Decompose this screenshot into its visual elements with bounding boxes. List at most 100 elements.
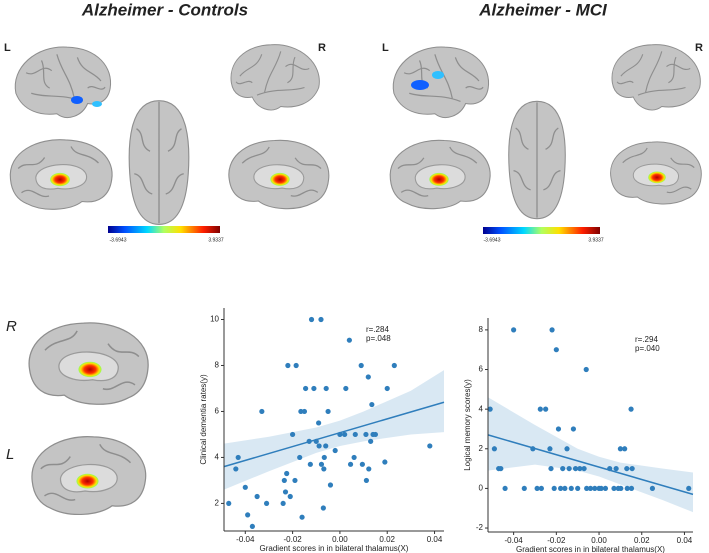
data-point xyxy=(649,485,656,492)
data-point xyxy=(369,401,375,408)
colorbar-max: 3.9337 xyxy=(208,237,224,243)
data-point xyxy=(293,362,299,369)
data-point xyxy=(491,446,498,452)
data-point xyxy=(235,454,241,461)
y-tick-label: 2 xyxy=(479,444,484,453)
data-point xyxy=(560,465,566,472)
data-point xyxy=(323,385,329,392)
annotation: r=.284 xyxy=(366,325,389,334)
data-point xyxy=(245,512,251,518)
x-tick-label: 0.00 xyxy=(332,535,348,544)
data-point xyxy=(618,485,624,492)
data-point xyxy=(581,465,587,472)
data-point xyxy=(303,385,309,392)
colorbar xyxy=(108,226,220,233)
plot-area xyxy=(224,308,444,531)
top-right-panel: Alzheimer - MCI L R -3.6943 3.9337 xyxy=(382,0,703,243)
x-tick-label: 0.02 xyxy=(379,535,395,544)
data-point xyxy=(538,485,544,492)
data-point xyxy=(498,465,504,472)
data-point xyxy=(562,485,568,492)
data-point xyxy=(543,406,549,412)
data-point xyxy=(282,489,289,495)
scatter-charts: -0.04 -0.02 0.00 0.02 0.04 2 4 6 8 10 Gradient sco… xyxy=(199,308,694,553)
data-point xyxy=(233,466,239,472)
data-point xyxy=(553,347,559,353)
data-point xyxy=(249,523,255,530)
data-point xyxy=(301,408,308,415)
data-point xyxy=(611,485,617,492)
y-tick-label: 4 xyxy=(479,404,484,413)
data-point xyxy=(327,482,334,488)
data-point xyxy=(263,500,270,507)
data-point xyxy=(592,485,598,492)
colorbar-max: 3.9337 xyxy=(588,237,604,243)
data-point xyxy=(372,431,378,438)
brain-medial xyxy=(609,141,702,205)
x-axis-label: Gradient scores in in bilateral thalamus… xyxy=(260,544,409,553)
x-tick-label: 0.04 xyxy=(677,536,693,545)
data-point xyxy=(628,485,635,492)
confidence-band xyxy=(488,397,693,513)
x-axis-label: Gradient scores in in bilateral thalamus… xyxy=(516,545,665,553)
y-tick-label: 8 xyxy=(479,325,484,334)
data-point xyxy=(547,446,553,452)
data-point xyxy=(226,500,232,507)
activation-blob xyxy=(92,101,102,107)
data-point xyxy=(325,408,331,415)
data-point xyxy=(583,366,589,373)
data-point xyxy=(584,485,590,492)
data-point xyxy=(311,385,317,392)
data-point xyxy=(384,385,390,392)
data-point xyxy=(577,465,583,472)
data-point xyxy=(391,362,397,369)
data-point xyxy=(307,461,313,467)
data-point xyxy=(549,327,555,333)
data-point xyxy=(551,485,557,492)
x-tick-label: -0.02 xyxy=(283,535,302,544)
brain-medial xyxy=(228,139,330,210)
brain-lateral xyxy=(611,44,701,111)
data-point xyxy=(316,420,322,426)
data-point xyxy=(427,443,433,449)
brain-top xyxy=(128,99,190,226)
data-point xyxy=(602,485,609,492)
brain-medial xyxy=(31,435,147,516)
annotation: p=.040 xyxy=(635,344,660,353)
x-tick-label: -0.04 xyxy=(236,535,255,544)
hemisphere-label: R xyxy=(695,42,703,54)
data-point xyxy=(613,465,619,472)
brain-lateral xyxy=(392,46,490,119)
data-point xyxy=(308,316,315,323)
data-point xyxy=(570,426,577,432)
data-point xyxy=(534,485,540,492)
data-point xyxy=(287,493,293,500)
data-point xyxy=(280,500,286,507)
data-point xyxy=(316,443,322,449)
y-axis-label: Clinical dementia rates(y) xyxy=(199,374,208,465)
scatter-chart: -0.04 -0.02 0.00 0.02 0.04 2 4 6 8 10 Gradient sco… xyxy=(199,308,445,553)
confidence-band xyxy=(224,370,444,490)
data-point xyxy=(254,493,260,500)
brain-medial xyxy=(389,139,491,210)
data-point xyxy=(343,385,349,392)
data-point xyxy=(318,461,325,467)
hemisphere-label: R xyxy=(318,42,326,54)
y-tick-label: 10 xyxy=(210,315,219,324)
brain-medial xyxy=(28,322,149,406)
y-axis-label: Logical memory scores(y) xyxy=(463,379,472,471)
thalamus-panel: R L xyxy=(6,318,149,516)
data-point xyxy=(352,431,358,438)
data-point xyxy=(320,505,326,511)
data-point xyxy=(568,485,574,492)
data-point xyxy=(299,514,305,520)
fit-line xyxy=(487,434,694,496)
data-point xyxy=(511,327,517,333)
x-tick-label: -0.02 xyxy=(547,536,566,545)
data-point xyxy=(617,446,623,452)
x-tick-label: 0.04 xyxy=(427,535,443,544)
x-tick-label: 0.02 xyxy=(634,536,650,545)
data-point xyxy=(686,485,692,492)
data-point xyxy=(342,431,348,438)
data-point xyxy=(624,465,630,472)
